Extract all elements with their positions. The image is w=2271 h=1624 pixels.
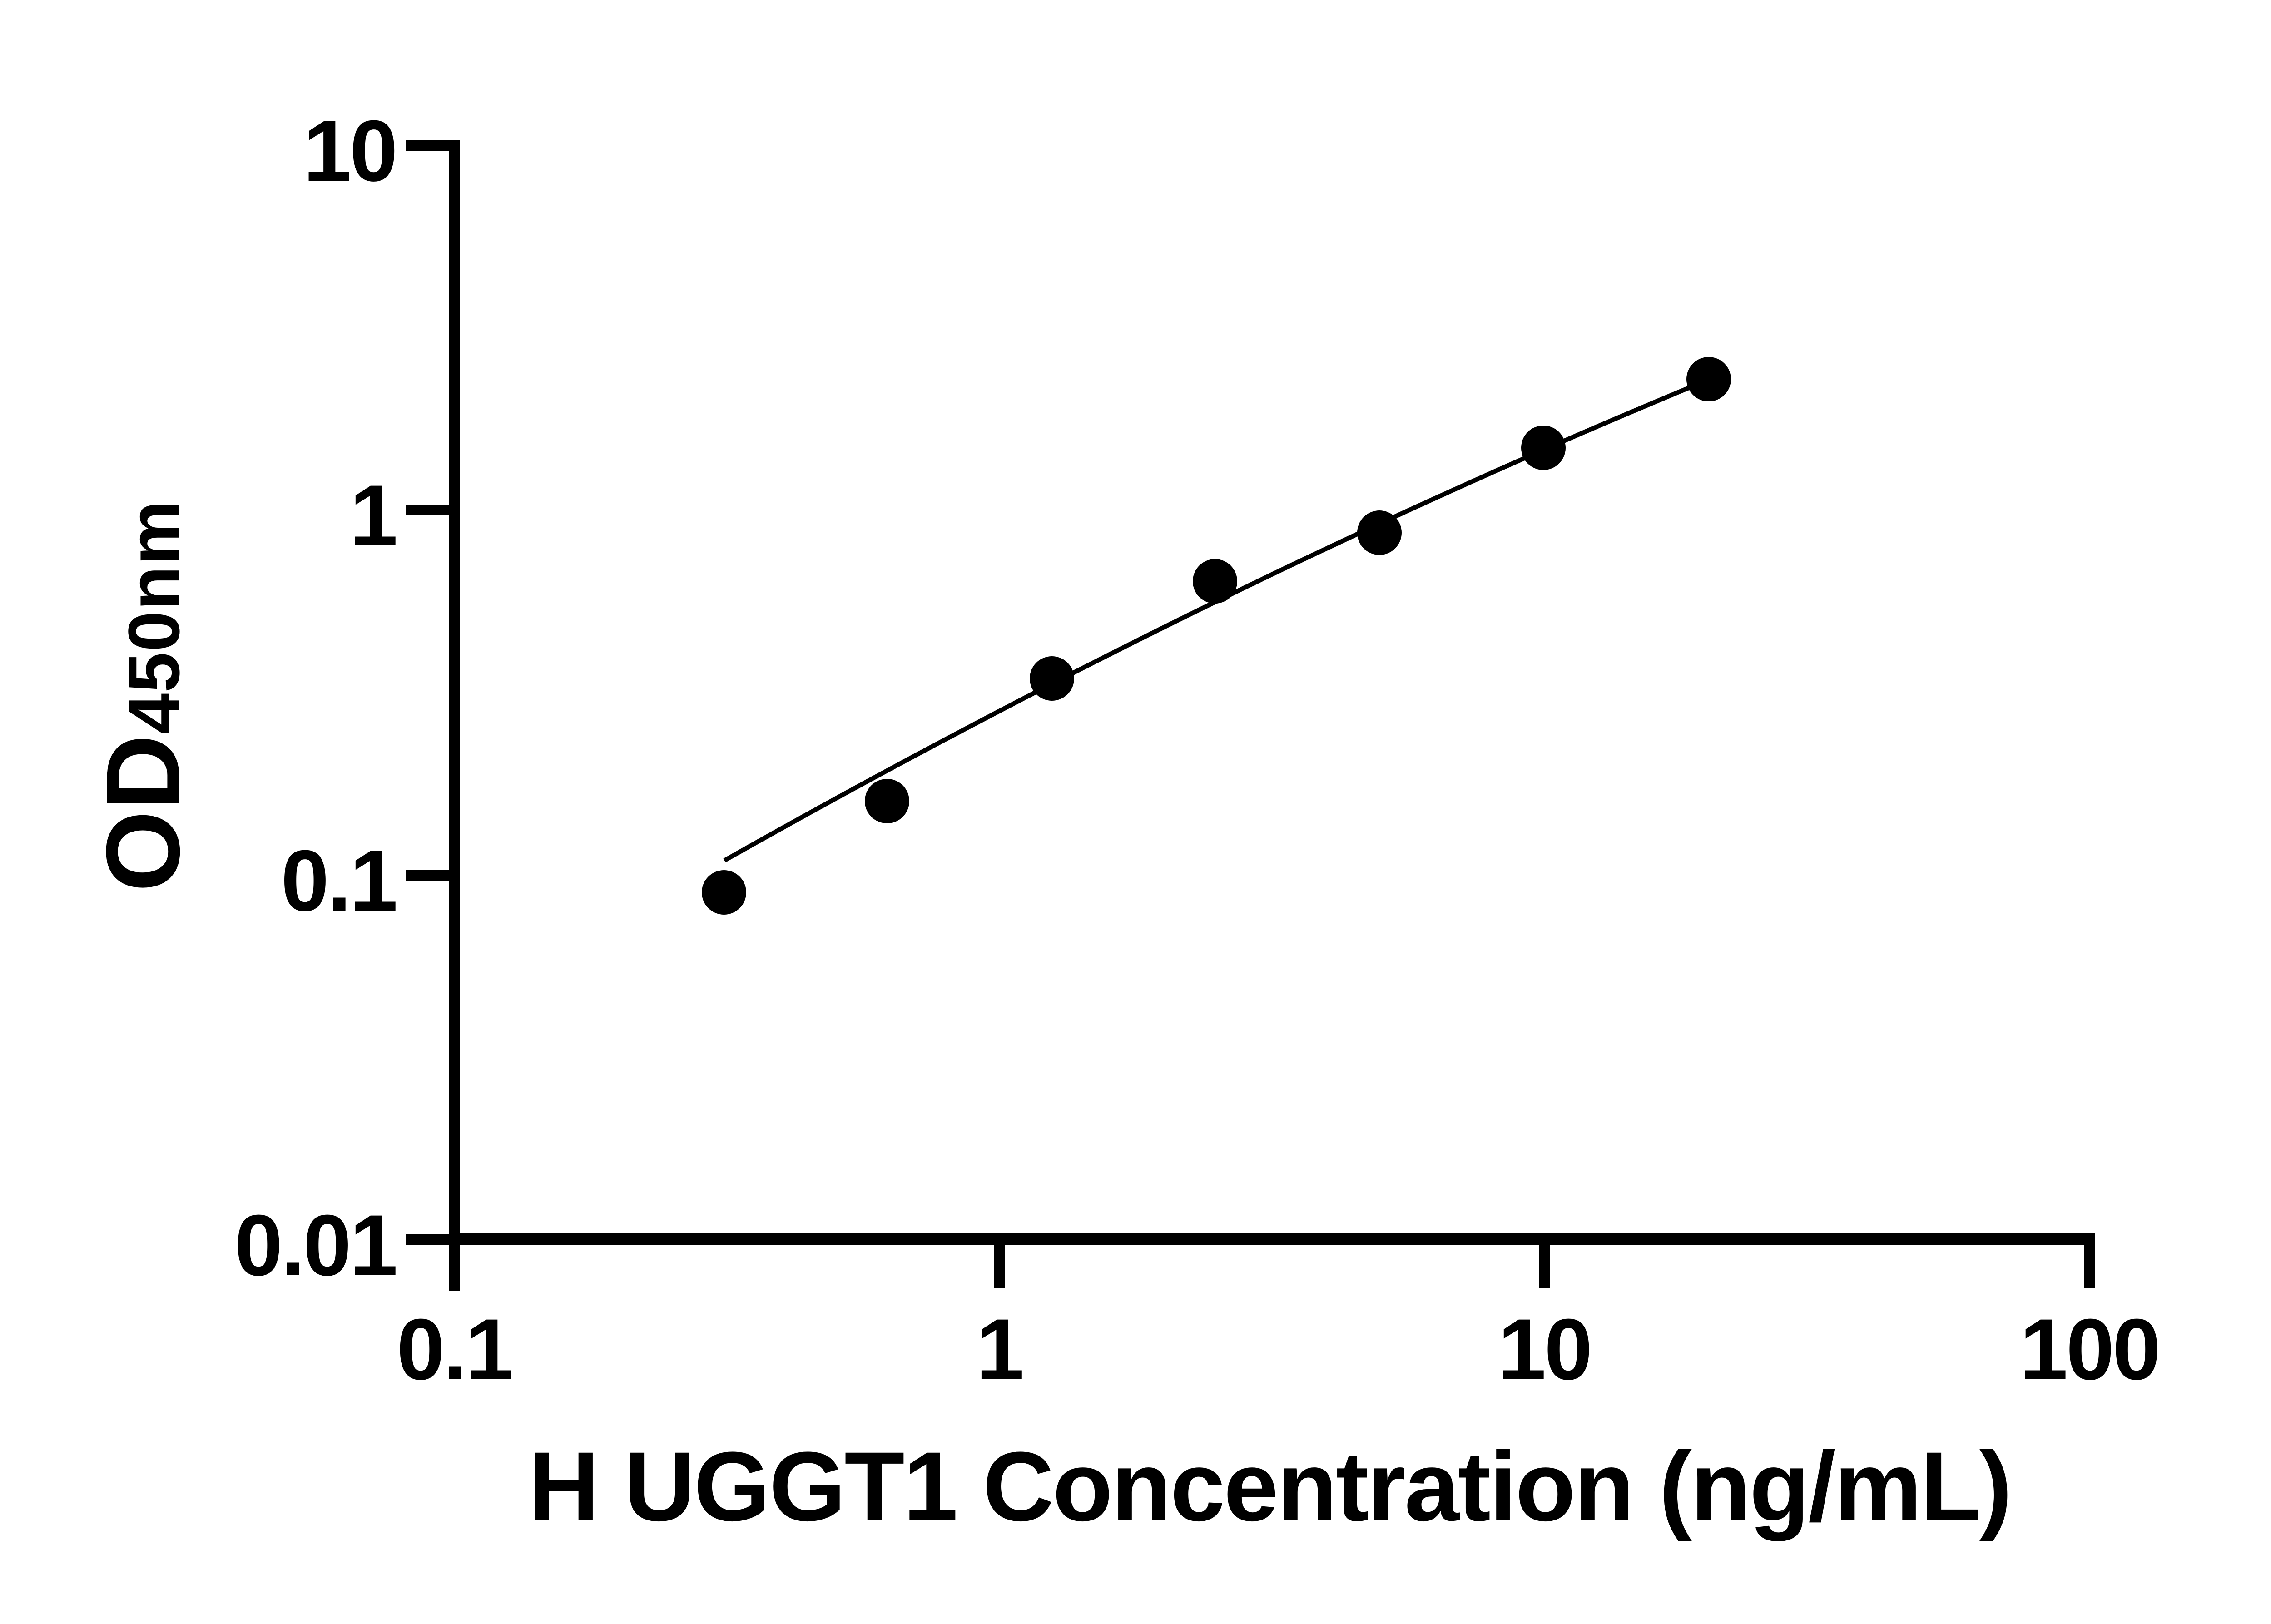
svg-text:0.01: 0.01 (234, 1197, 396, 1294)
svg-text:100: 100 (2020, 1301, 2159, 1398)
svg-text:1: 1 (350, 467, 396, 564)
svg-text:H UGGT1 Concentration (ng/mL): H UGGT1 Concentration (ng/mL) (528, 1431, 2011, 1541)
svg-text:10: 10 (303, 103, 396, 199)
svg-text:0.1: 0.1 (281, 832, 396, 929)
svg-text:10: 10 (1498, 1301, 1591, 1398)
svg-text:1: 1 (976, 1301, 1022, 1398)
svg-text:0.1: 0.1 (397, 1301, 512, 1398)
